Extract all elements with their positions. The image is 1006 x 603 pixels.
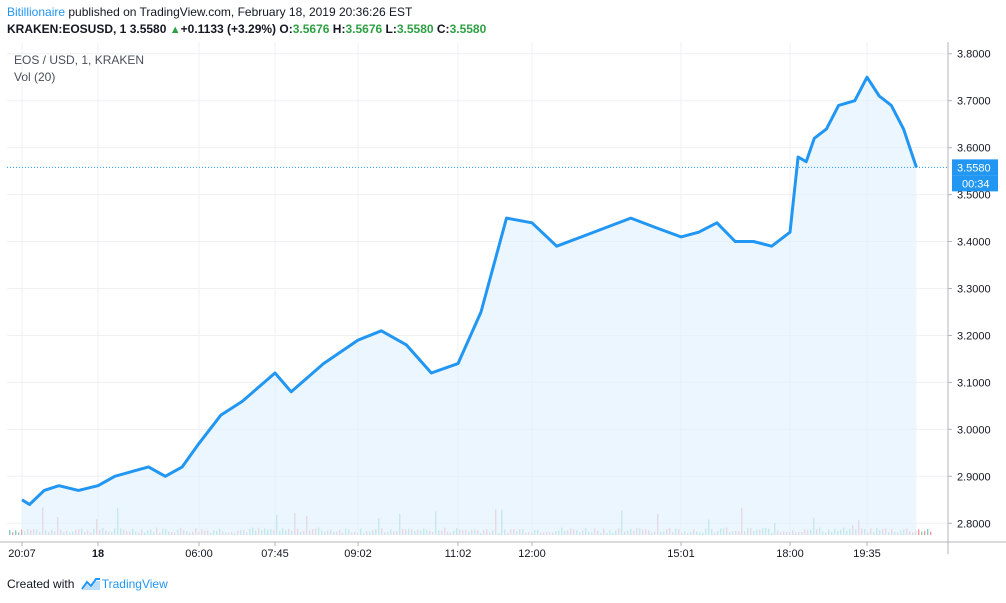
price-chart[interactable]: 2.8000 2.9000 3.0000 3.1000 3.2000 3.3000 3.40… [0, 42, 1006, 568]
volume-bar [15, 530, 17, 535]
volume-bar [918, 529, 920, 535]
volume-bar [924, 530, 926, 535]
price-line [21, 75, 918, 506]
volume-bar [927, 529, 929, 535]
x-tick-label: 18 [92, 548, 104, 560]
price-change: +0.1133 (+3.29%) [180, 22, 277, 36]
y-tick-label: 3.2000 [957, 330, 991, 342]
y-tick-label: 3.7000 [957, 96, 991, 108]
price-points [21, 77, 917, 505]
tradingview-brand[interactable]: TradingView [101, 577, 168, 591]
price-area-fill [22, 77, 917, 535]
publication-line: Bitillionaire published on TradingView.c… [7, 5, 412, 19]
y-tick-label: 3.3000 [957, 284, 991, 296]
low-label: L: [385, 22, 397, 36]
volume-bar [18, 532, 20, 535]
y-tick-label: 3.1000 [957, 377, 991, 389]
tradingview-logo-icon [80, 577, 101, 594]
y-tick-label: 3.5000 [957, 190, 991, 202]
up-arrow-icon: ▲ [169, 24, 181, 36]
symbol-label: KRAKEN:EOSUSD, 1 [7, 22, 127, 36]
y-tick-label: 3.0000 [957, 424, 991, 436]
high-value: 3.5676 [345, 22, 383, 36]
quote-line: KRAKEN:EOSUSD, 1 3.5580 ▲+0.1133 (+3.29%… [7, 22, 486, 36]
low-value: 3.5580 [396, 22, 434, 36]
close-label: C: [436, 22, 450, 36]
x-tick-label: 18:00 [776, 548, 804, 560]
price-badge: 3.5580 00:34 [952, 159, 998, 192]
y-tick-label: 2.8000 [957, 518, 991, 530]
y-tick-label: 3.6000 [957, 143, 991, 155]
last-price-badge-value: 3.5580 [957, 162, 991, 174]
x-tick-label: 12:00 [518, 548, 546, 560]
axes: 2.8000 2.9000 3.0000 3.1000 3.2000 3.3000 3.40… [0, 42, 1006, 560]
volume-bar [921, 531, 923, 535]
chart-frame: 2.8000 2.9000 3.0000 3.1000 3.2000 3.3000 3.40… [0, 42, 1006, 568]
close-value: 3.5580 [449, 22, 487, 36]
high-label: H: [332, 22, 346, 36]
x-tick-label: 19:35 [853, 548, 881, 560]
x-tick-label: 11:02 [445, 548, 472, 560]
x-tick-label: 07:45 [261, 548, 289, 560]
y-tick-label: 3.4000 [957, 237, 991, 249]
countdown-badge [952, 175, 998, 192]
published-text: published on TradingView.com, February 1… [65, 5, 413, 19]
footer: Created with TradingView [7, 577, 168, 594]
volume-bar [930, 531, 932, 535]
volume-bar [21, 529, 23, 535]
x-tick-label: 09:02 [344, 548, 372, 560]
x-tick-label: 20:07 [8, 548, 36, 560]
open-value: 3.5676 [292, 22, 330, 36]
created-with-label: Created with [7, 577, 75, 591]
y-tick-label: 3.8000 [957, 49, 991, 61]
y-tick-label: 2.9000 [957, 471, 991, 483]
last-price-badge [952, 159, 998, 176]
last-price: 3.5580 [129, 22, 167, 36]
volume-bar [9, 530, 11, 535]
series-legend: EOS / USD, 1, KRAKEN [14, 53, 144, 67]
x-tick-label: 15:01 [667, 548, 695, 560]
volume-bar [12, 532, 14, 535]
publisher-name[interactable]: Bitillionaire [7, 5, 66, 19]
countdown-badge-value: 00:34 [962, 178, 990, 190]
x-tick-label: 06:00 [185, 548, 213, 560]
open-label: O: [279, 22, 293, 36]
volume-legend: Vol (20) [14, 70, 55, 84]
